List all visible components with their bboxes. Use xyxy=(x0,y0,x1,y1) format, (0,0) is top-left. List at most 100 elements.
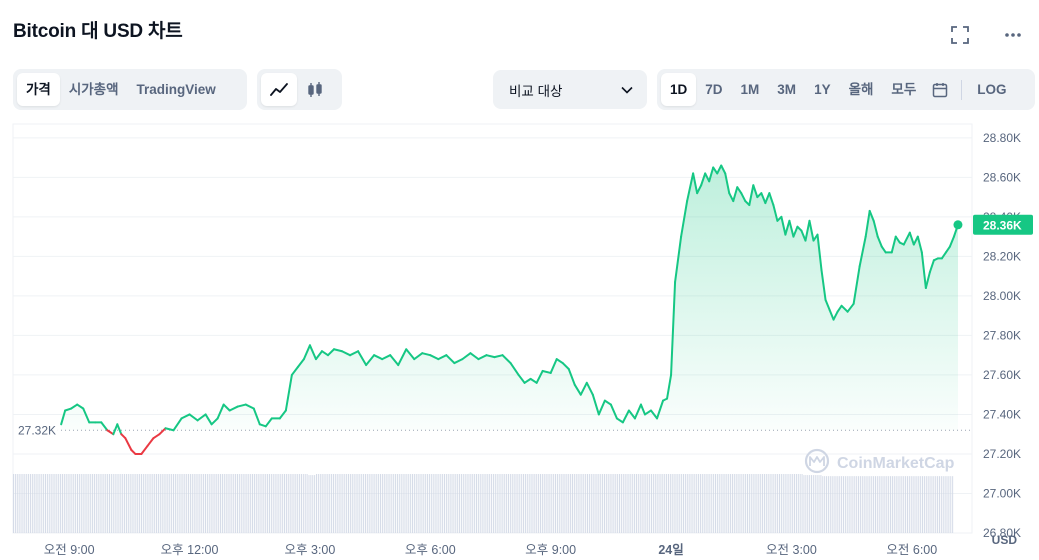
price-line-segment xyxy=(928,259,935,274)
volume-bar xyxy=(878,476,880,533)
volume-bar xyxy=(942,476,944,533)
volume-bar xyxy=(634,474,636,533)
price-line-segment xyxy=(529,377,538,384)
volume-bar xyxy=(555,474,557,533)
volume-bar xyxy=(583,474,585,533)
range-1m[interactable]: 1M xyxy=(740,82,760,97)
volume-bar xyxy=(393,474,395,533)
volume-bar xyxy=(285,474,287,533)
volume-bar xyxy=(566,474,568,533)
volume-bar xyxy=(795,474,797,533)
volume-bar xyxy=(152,474,154,533)
volume-bar xyxy=(609,474,611,533)
compare-select[interactable]: 비교 대상 xyxy=(493,70,647,109)
volume-bar xyxy=(244,474,246,533)
volume-bar xyxy=(199,474,201,533)
tab-tradingview[interactable]: TradingView xyxy=(136,82,216,97)
price-line-segment xyxy=(680,200,689,238)
calendar-icon[interactable] xyxy=(925,73,955,106)
x-tick-label: 오후 9:00 xyxy=(525,543,576,557)
more-dots-icon[interactable] xyxy=(1000,22,1026,48)
chevron-down-icon xyxy=(621,82,633,97)
range-ytd[interactable]: 올해 xyxy=(848,82,874,97)
volume-bar xyxy=(44,474,47,533)
volume-bar xyxy=(351,474,353,533)
tab-market-cap[interactable]: 시가총액 xyxy=(68,82,119,97)
log-toggle[interactable]: LOG xyxy=(977,82,1007,97)
volume-bar xyxy=(660,474,662,533)
volume-bar xyxy=(884,476,886,533)
volume-bar xyxy=(656,474,658,533)
volume-bar xyxy=(289,474,291,533)
price-line-segment xyxy=(76,403,85,410)
price-line-segment xyxy=(64,407,73,412)
price-line-segment xyxy=(555,358,564,365)
price-line-segment xyxy=(349,350,360,357)
volume-bar xyxy=(579,474,581,533)
volume-bar xyxy=(886,476,888,533)
volume-bar xyxy=(920,476,922,533)
volume-bar xyxy=(35,474,37,533)
x-tick-label: 오전 3:00 xyxy=(766,543,817,557)
range-7d[interactable]: 7D xyxy=(705,82,723,97)
volume-bar xyxy=(372,474,374,533)
volume-bar xyxy=(944,476,946,533)
volume-bar xyxy=(910,476,912,533)
price-line-segment xyxy=(768,192,775,207)
line-chart-icon[interactable] xyxy=(261,73,297,106)
volume-bar xyxy=(299,474,301,533)
price-line-segment xyxy=(302,344,311,361)
volume-bar xyxy=(174,474,176,533)
volume-bar xyxy=(626,474,628,533)
volume-bar xyxy=(210,474,212,533)
volume-bar xyxy=(912,476,914,533)
volume-bar xyxy=(97,474,99,533)
volume-bar xyxy=(231,474,233,533)
price-line-segment xyxy=(916,235,923,254)
volume-bar xyxy=(140,474,143,533)
price-line-segment xyxy=(373,354,384,361)
volume-bar xyxy=(436,474,438,533)
volume-bar xyxy=(558,474,560,533)
price-line-segment xyxy=(808,219,815,242)
volume-bar xyxy=(332,474,334,533)
volume-bar xyxy=(410,474,412,533)
volume-bar xyxy=(342,474,344,533)
volume-bar xyxy=(632,474,634,533)
volume-bar xyxy=(553,474,555,533)
volume-bar xyxy=(587,474,589,533)
volume-bar xyxy=(423,474,425,533)
volume-bar xyxy=(908,476,910,533)
price-line-segment xyxy=(772,204,779,222)
volume-bar xyxy=(184,474,186,533)
volume-bar xyxy=(763,474,765,533)
price-line-segment xyxy=(180,413,191,420)
fullscreen-icon[interactable] xyxy=(947,22,973,48)
range-3m[interactable]: 3M xyxy=(777,82,797,97)
volume-bar xyxy=(816,475,818,533)
volume-bar xyxy=(485,474,487,533)
price-line-segment xyxy=(609,403,618,420)
price-line-segment xyxy=(341,350,352,357)
range-1y[interactable]: 1Y xyxy=(814,82,831,97)
volume-bar xyxy=(645,474,647,533)
volume-bar xyxy=(833,476,835,533)
volume-bar xyxy=(876,476,878,533)
volume-bar xyxy=(459,474,461,533)
volume-bar xyxy=(536,474,538,533)
candlestick-icon[interactable] xyxy=(297,73,333,106)
range-1d[interactable]: 1D xyxy=(661,73,697,106)
volume-bar xyxy=(893,476,895,533)
volume-bar xyxy=(470,474,472,533)
volume-bar xyxy=(613,474,615,533)
volume-bar xyxy=(602,474,604,533)
tab-price[interactable]: 가격 xyxy=(17,73,60,106)
volume-bar xyxy=(530,474,532,533)
range-all[interactable]: 모두 xyxy=(891,82,917,97)
price-line-segment xyxy=(643,409,652,416)
volume-bar xyxy=(822,476,824,533)
volume-bar xyxy=(364,474,366,533)
volume-bar xyxy=(820,475,822,533)
volume-bar xyxy=(451,474,453,533)
